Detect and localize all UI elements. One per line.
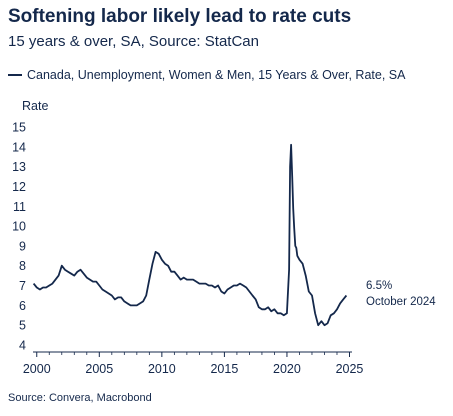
legend-label: Canada, Unemployment, Women & Men, 15 Ye… (27, 68, 406, 82)
x-tick-label: 2005 (85, 362, 113, 376)
series-layer (32, 143, 348, 327)
y-tick-label: 6 (19, 299, 26, 313)
y-tick-label: 7 (19, 279, 26, 293)
y-tick-label: 11 (13, 200, 26, 214)
x-tick-label: 2015 (210, 362, 238, 376)
annotation-latest-value: 6.5% (366, 280, 392, 292)
y-tick-label: 13 (12, 160, 26, 174)
y-tick-label: 10 (12, 220, 26, 234)
chart-subtitle: 15 years & over, SA, Source: StatCan (8, 33, 259, 50)
x-tick-label: 2000 (23, 362, 51, 376)
legend: Canada, Unemployment, Women & Men, 15 Ye… (8, 68, 405, 82)
x-tick-label: 2020 (273, 362, 301, 376)
y-tick-label: 14 (12, 140, 26, 154)
legend-swatch (8, 74, 22, 76)
y-axis-label: Rate (22, 99, 48, 113)
y-tick-label: 15 (12, 121, 26, 135)
y-tick-label: 12 (12, 180, 26, 194)
y-tick-label: 8 (19, 259, 26, 273)
source-note: Source: Convera, Macrobond (8, 392, 152, 404)
x-tick-label: 2010 (148, 362, 176, 376)
axes: Rate 4 5 6 7 8 9 10 11 12 13 14 15 2000 2005 2010 2015 20… (12, 99, 363, 376)
annotations: 6.5% October 2024 (366, 280, 436, 308)
y-tick-label: 4 (19, 339, 26, 353)
y-tick-label: 5 (19, 319, 26, 333)
chart-title: Softening labor likely lead to rate cuts (8, 6, 352, 27)
series-line-unemployment-rate (32, 143, 348, 327)
x-tick-label: 2025 (336, 362, 364, 376)
annotation-latest-date: October 2024 (366, 296, 436, 308)
y-tick-label: 9 (19, 239, 26, 253)
